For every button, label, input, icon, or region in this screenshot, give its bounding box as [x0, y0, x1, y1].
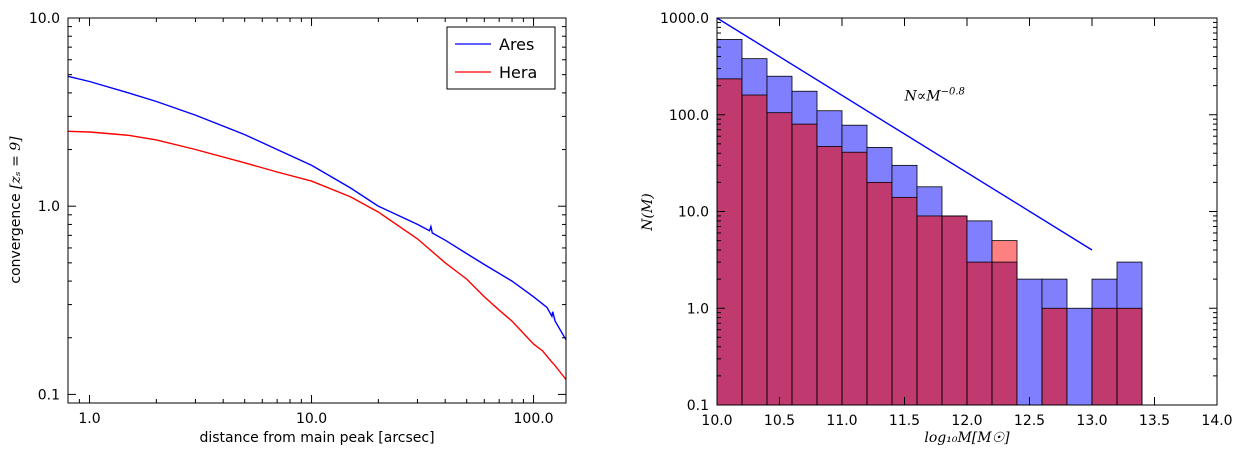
- right-x-tick-label: 14.0: [1201, 413, 1232, 429]
- legend-label-hera: Hera: [499, 63, 537, 82]
- bar-series-1: [1067, 308, 1092, 405]
- left-y-tick-label: 10.0: [29, 11, 60, 27]
- right-x-tick-label: 13.0: [1076, 413, 1107, 429]
- left-series-group: [67, 75, 567, 380]
- bar-overlap: [992, 262, 1017, 405]
- right-y-tick-label: 10.0: [678, 205, 709, 221]
- bar-overlap: [817, 146, 842, 405]
- bar-series-1: [717, 39, 742, 79]
- power-law-line: [716, 17, 1093, 251]
- bar-series-1: [842, 125, 867, 153]
- bar-series-1: [867, 147, 892, 183]
- right-x-tick-label: 11.5: [889, 413, 920, 429]
- bar-series-1: [917, 186, 942, 216]
- line-ares: [67, 75, 567, 341]
- right-ticks-group: 10.0 10.5 11.0 11.5 12.0 12.5 13.0 13.5 14.00.11…: [660, 11, 1233, 429]
- bar-overlap: [767, 112, 792, 405]
- right-x-tick-label: 12.0: [951, 413, 982, 429]
- bar-overlap: [967, 262, 992, 405]
- bar-series-1: [1117, 262, 1142, 309]
- left-x-tick-label: 1.0: [78, 411, 100, 427]
- bar-overlap: [842, 152, 867, 405]
- bar-overlap: [717, 78, 742, 405]
- bar-series-1: [1092, 279, 1117, 309]
- left-y-tick-label: 0.1: [38, 387, 60, 403]
- right-y-tick-label: 100.0: [669, 108, 709, 124]
- left-x-tick-label: 10.0: [296, 411, 327, 427]
- right-x-tick-label: 10.0: [701, 413, 732, 429]
- left-y-axis-label: convergence [zₛ = 9]: [8, 136, 24, 284]
- convergence-profile-chart: 1.0 10.0 100.0 0.1 1.0 10.0 distance from mai…: [8, 11, 567, 446]
- left-x-axis-label: distance from main peak [arcsec]: [199, 430, 434, 446]
- bar-overlap: [892, 197, 917, 405]
- bar-overlap: [917, 215, 942, 405]
- bar-series-1: [967, 220, 992, 263]
- bar-series-1: [892, 165, 917, 198]
- legend-box: [446, 26, 556, 90]
- left-plot-frame: [67, 17, 567, 404]
- bar-series-1: [792, 91, 817, 125]
- legend-label-ares: Ares: [499, 35, 534, 54]
- bar-overlap: [867, 182, 892, 405]
- bar-series-1: [817, 110, 842, 147]
- bar-series-1: [1042, 279, 1067, 309]
- bar-overlap: [792, 124, 817, 406]
- right-x-tick-label: 13.5: [1139, 413, 1170, 429]
- right-y-tick-label: 0.1: [687, 398, 709, 414]
- mass-function-histogram: N∝M−0.8 10.0 10.5 11.0 11.5 12.0 12.5 13.0 13.5…: [640, 11, 1233, 446]
- left-y-axis-label-math: [zₛ = 9]: [8, 136, 24, 189]
- bar-series-1: [767, 76, 792, 113]
- bar-overlap: [1092, 308, 1117, 405]
- bar-overlap: [1117, 308, 1142, 405]
- bar-series-1: [742, 58, 767, 96]
- legend: Ares Hera: [446, 26, 556, 90]
- power-law-annotation: N∝M−0.8: [904, 87, 965, 105]
- right-y-tick-label: 1.0: [687, 301, 709, 317]
- right-y-axis-label: N(M): [640, 193, 656, 232]
- right-x-tick-label: 11.0: [826, 413, 857, 429]
- left-y-axis-label-main: convergence: [8, 189, 24, 284]
- left-ticks-group: 1.0 10.0 100.0 0.1 1.0 10.0: [29, 11, 566, 427]
- right-x-tick-label: 10.5: [764, 413, 795, 429]
- bar-series-2: [992, 240, 1017, 263]
- right-y-tick-label: 1000.0: [660, 11, 709, 27]
- bar-overlap: [942, 215, 967, 405]
- bar-series-1: [1017, 279, 1042, 405]
- power-law-annotation-main: N∝M: [904, 89, 942, 105]
- right-x-axis-label: log₁₀M[M☉]: [924, 430, 1010, 446]
- right-bars-group: N∝M−0.8: [716, 17, 1143, 406]
- line-hera: [67, 130, 567, 380]
- left-y-tick-label: 1.0: [38, 199, 60, 215]
- bar-overlap: [1042, 308, 1067, 405]
- bar-overlap: [742, 95, 767, 405]
- power-law-annotation-exponent: −0.8: [941, 87, 965, 98]
- right-x-tick-label: 12.5: [1014, 413, 1045, 429]
- left-x-tick-label: 100.0: [514, 411, 554, 427]
